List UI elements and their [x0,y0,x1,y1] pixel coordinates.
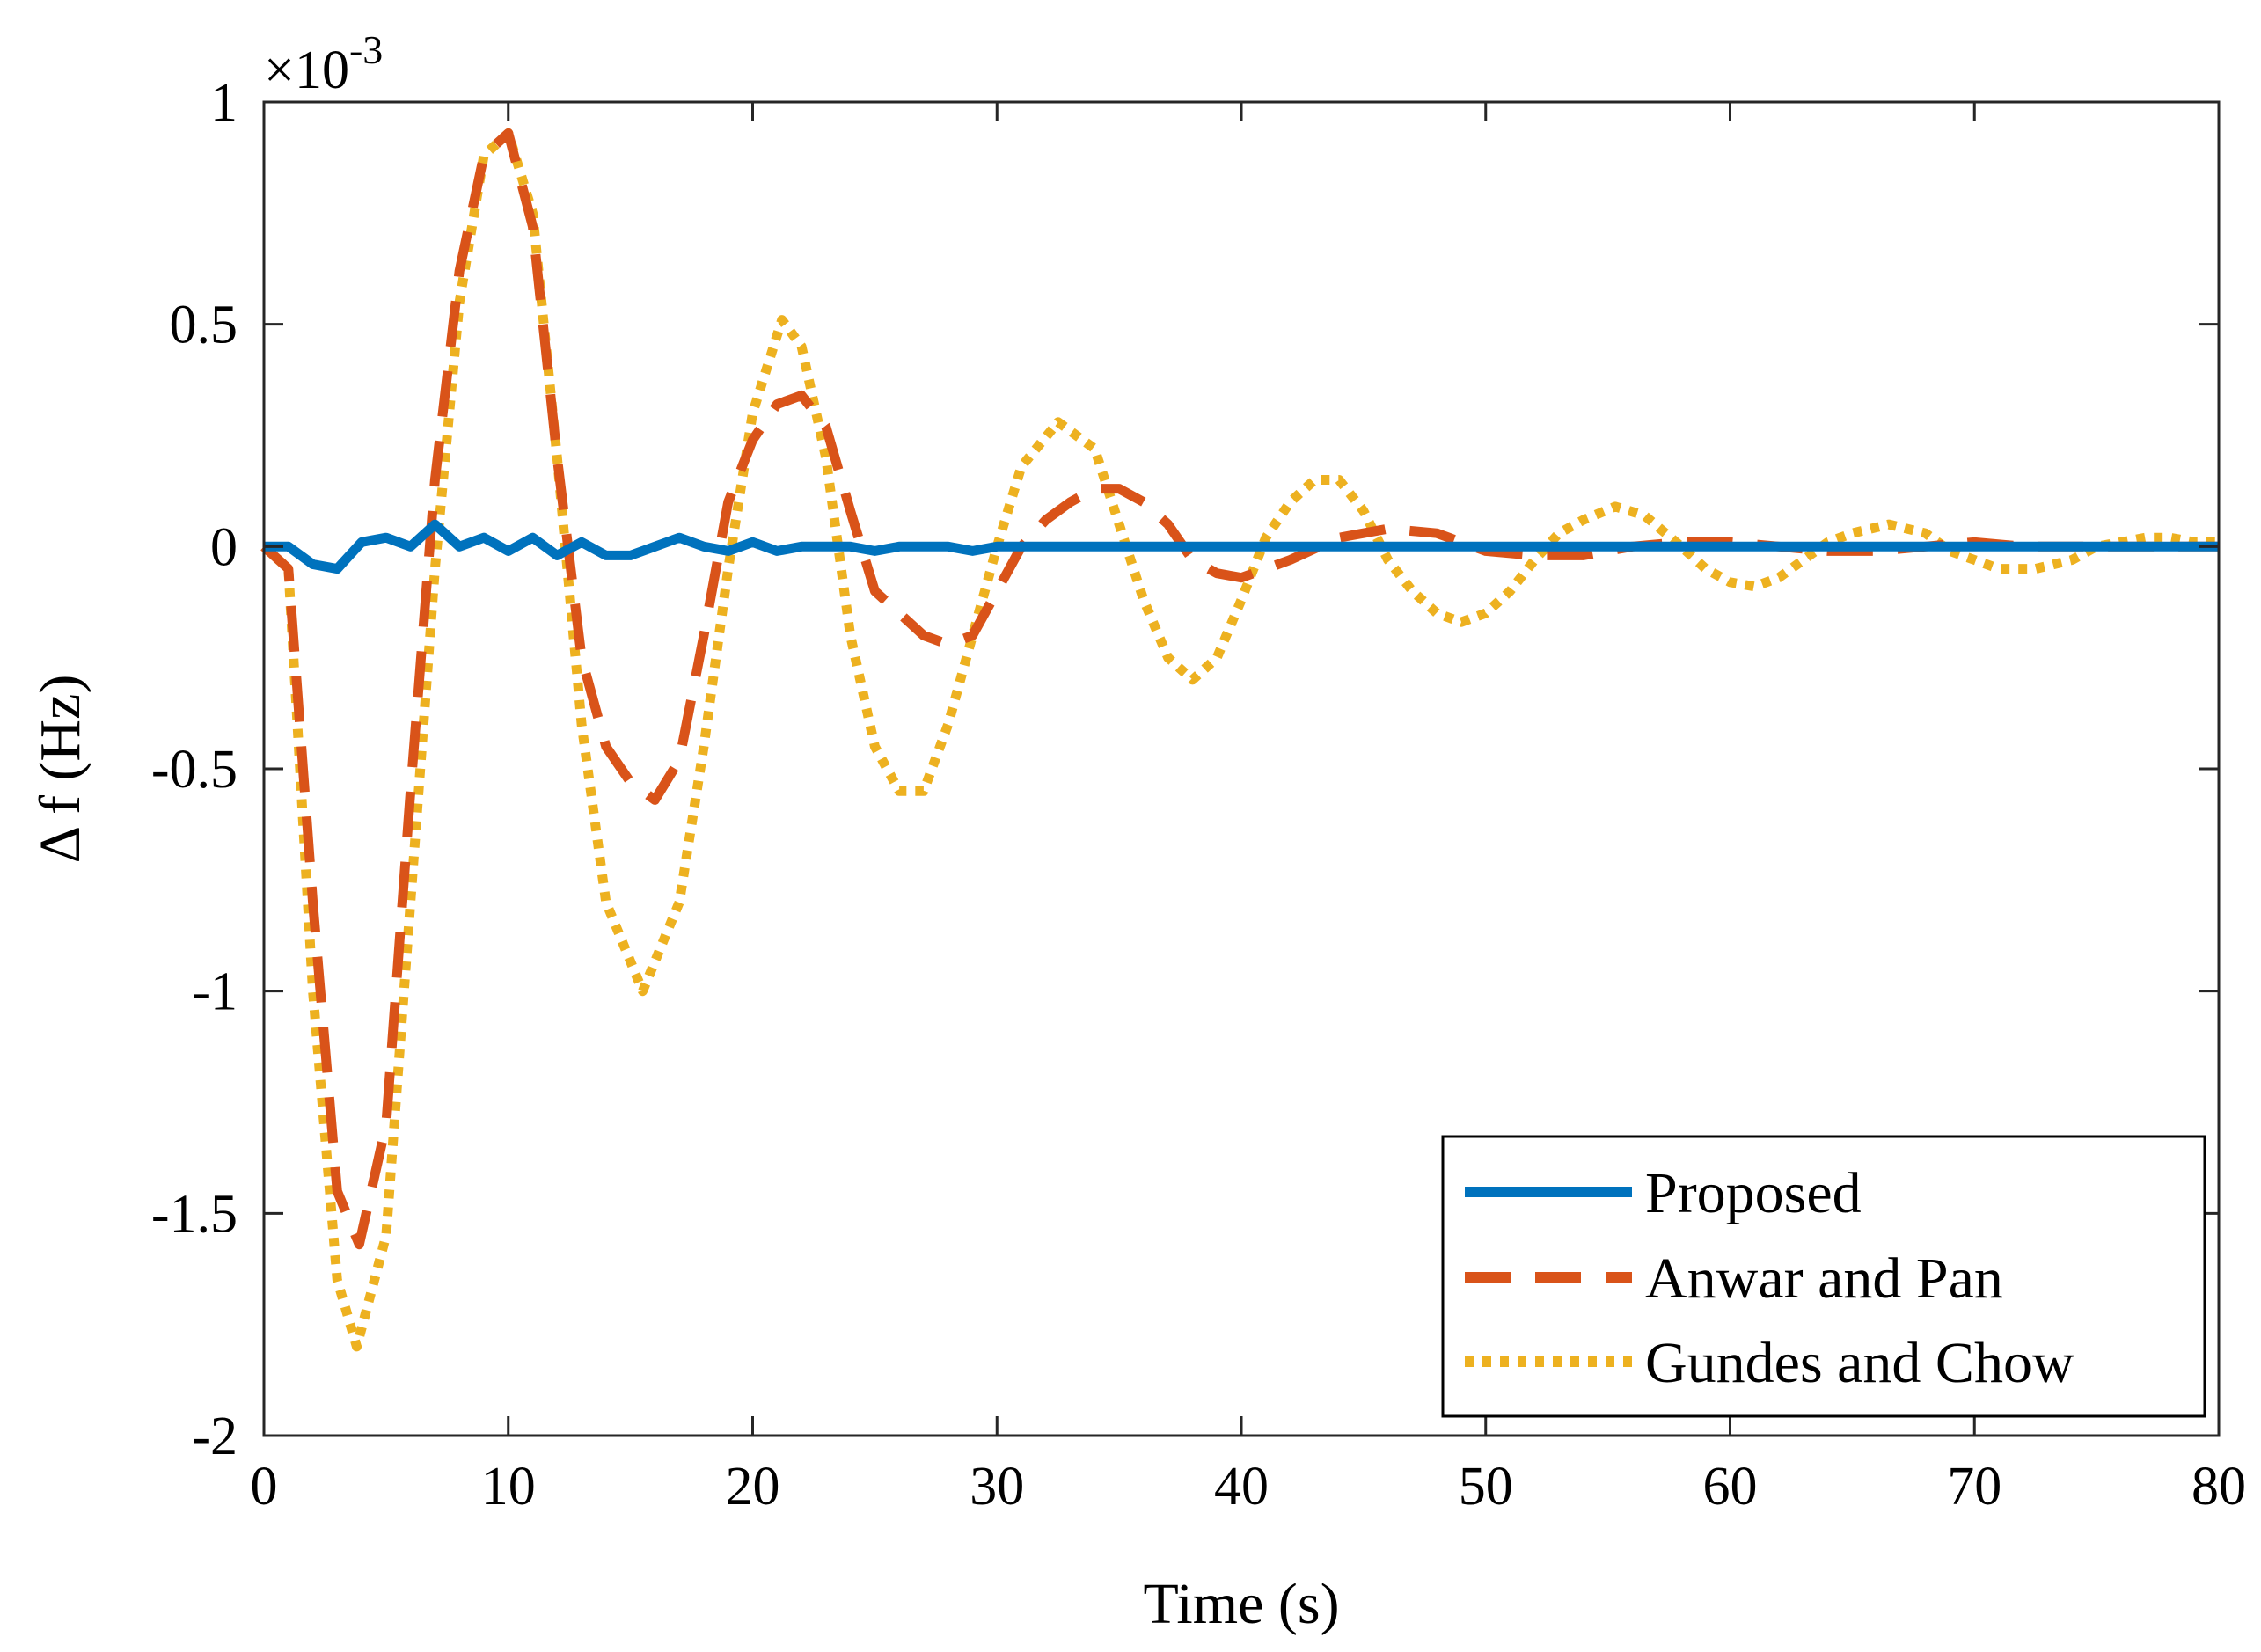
y-tick-label: -2 [192,1407,238,1466]
legend: Proposed Anwar and Pan Gundes and Chow [1441,1135,2206,1418]
x-tick-label: 20 [726,1457,780,1517]
x-tick-label: 80 [2191,1457,2246,1517]
x-tick-label: 50 [1459,1457,1513,1517]
ticks-layer: 0 10 20 30 40 50 60 70 80 -2 -1.5 -1 -0.5 0 0.5 1 [151,73,2246,1517]
x-tick-label: 0 [251,1457,278,1517]
x-tick-label: 70 [1947,1457,2001,1517]
x-axis-label: Time (s) [1143,1572,1339,1636]
series-layer [260,128,2219,1352]
y-scale-base: ×10 [264,40,349,100]
y-axis-label: Δ f (Hz) [28,675,92,864]
legend-label-anwar-and-pan: Anwar and Pan [1645,1246,2003,1311]
series-line-gundes-and-chow [260,128,2219,1352]
legend-label-gundes-and-chow: Gundes and Chow [1645,1331,2074,1395]
x-tick-label: 30 [970,1457,1024,1517]
series-line-proposed [264,519,2219,574]
x-tick-label: 10 [481,1457,536,1517]
legend-label-proposed: Proposed [1645,1161,1862,1225]
y-tick-label: -1 [192,962,238,1022]
y-tick-label: -1.5 [151,1184,238,1244]
y-tick-label: 0.5 [170,296,238,355]
y-tick-label: 0 [210,517,238,577]
x-tick-label: 60 [1703,1457,1758,1517]
y-scale-label: ×10-3 [264,27,383,100]
y-tick-label: 1 [210,73,238,133]
y-scale-exponent: -3 [349,27,383,72]
x-tick-label: 40 [1214,1457,1269,1517]
y-tick-label: -0.5 [151,740,238,800]
